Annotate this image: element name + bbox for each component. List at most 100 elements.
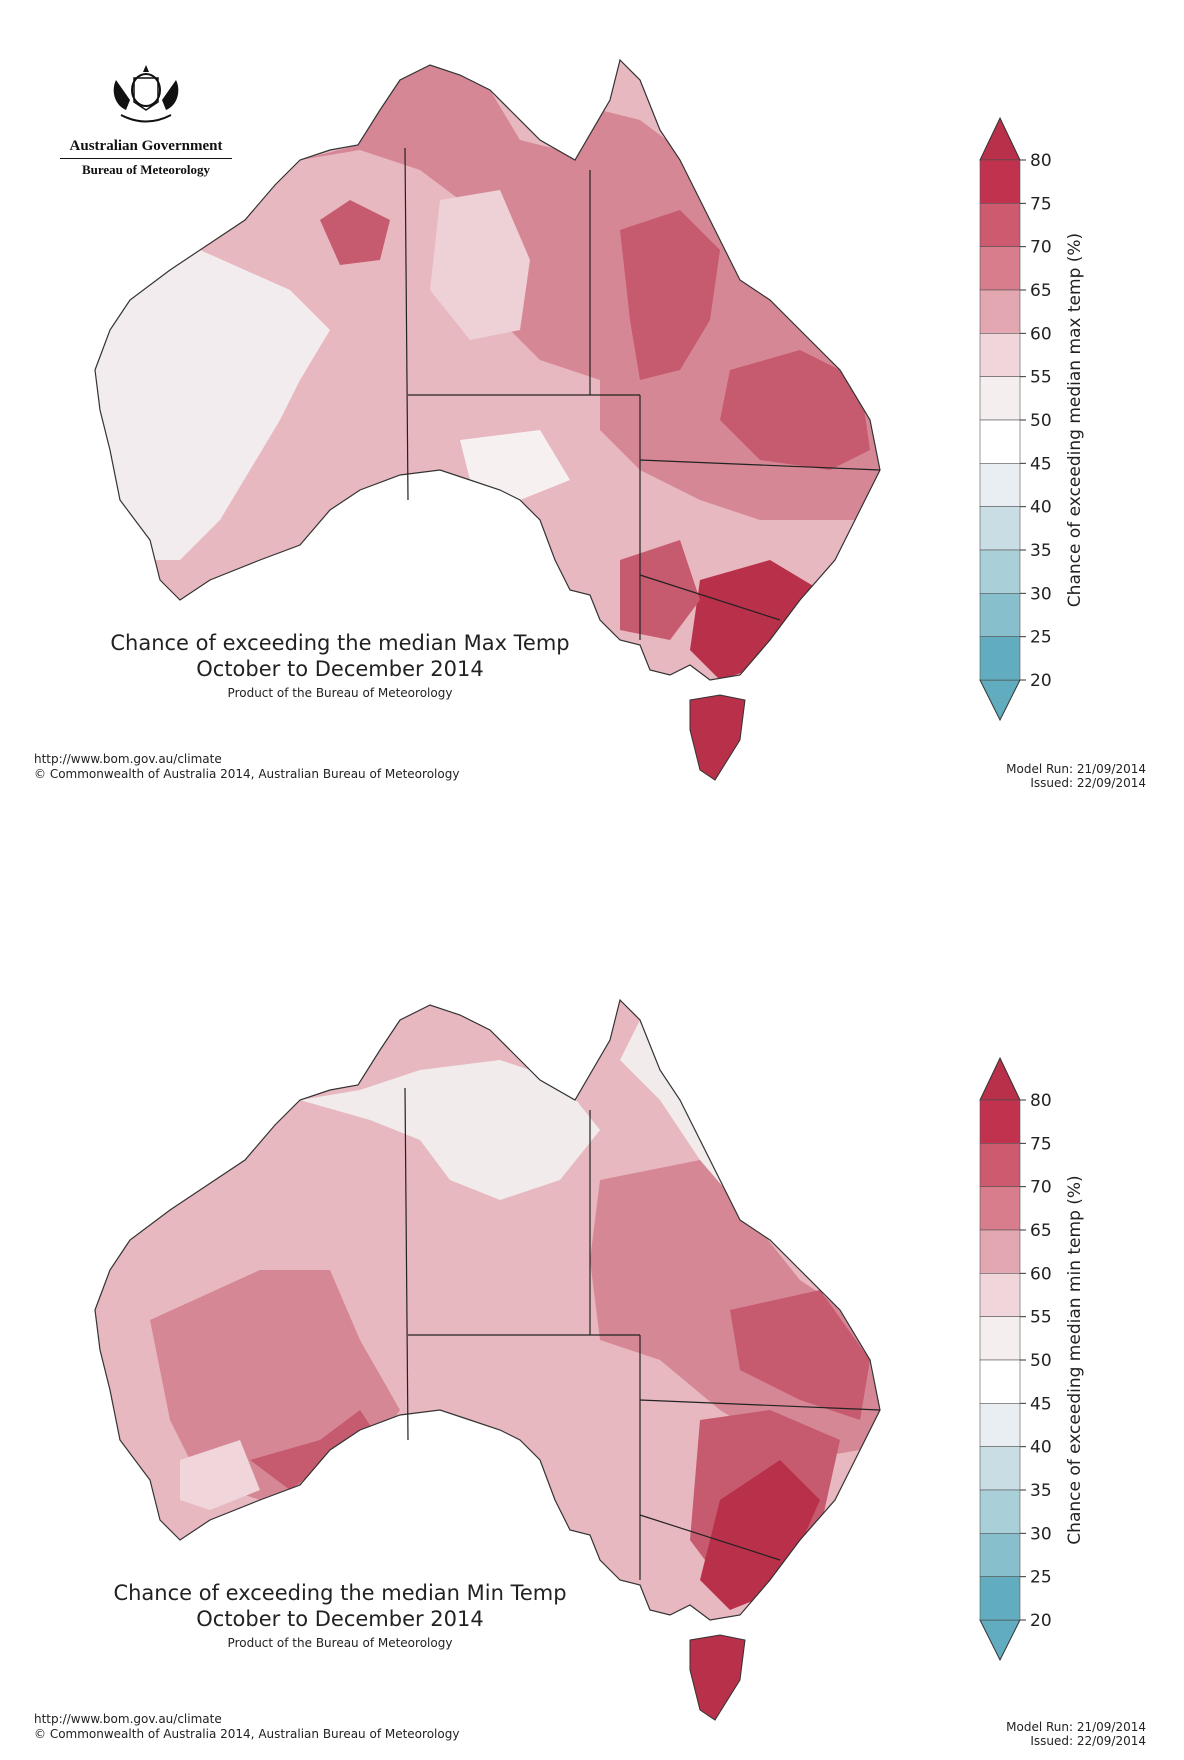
colorbar-tick-label: 75 xyxy=(1030,1134,1052,1154)
colorbar-tick-label: 35 xyxy=(1030,541,1052,561)
colorbar-tick-label: 70 xyxy=(1030,1178,1052,1198)
footer-left: http://www.bom.gov.au/climate © Commonwe… xyxy=(34,1712,459,1742)
colorbar-segment xyxy=(979,1576,1021,1621)
se-band-75-80 xyxy=(690,560,820,680)
colorbar-bottom-arrow xyxy=(979,1619,1021,1662)
colorbar-segment xyxy=(979,159,1021,204)
legend-label: Chance of exceeding median max temp (%) xyxy=(1065,233,1085,607)
colorbar-tick-label: 25 xyxy=(1030,628,1052,648)
colorbar-segment xyxy=(979,1403,1021,1447)
colorbar-segment xyxy=(979,1533,1021,1577)
colorbar-top-arrow xyxy=(979,116,1021,161)
colorbar-ticks: 80 75 70 65 60 55 50 45 40 35 30 25 20 xyxy=(1020,1091,1052,1631)
state-borders xyxy=(404,1087,881,1580)
east-band-70-75 xyxy=(730,1290,870,1420)
central-band-60-65 xyxy=(430,190,530,340)
qld-band-70-75 xyxy=(620,210,720,380)
colorbar-tick-label: 30 xyxy=(1030,1524,1052,1544)
colorbar-tick-label: 75 xyxy=(1030,194,1052,214)
max-temp-map: 80 75 70 65 60 55 50 45 40 35 30 25 20 Chance of exc… xyxy=(94,59,1085,781)
colorbar-segment xyxy=(979,506,1021,551)
colorbar-tick-label: 30 xyxy=(1030,584,1052,604)
colorbar-ticks: 80 75 70 65 60 55 50 45 40 35 30 25 20 xyxy=(1020,151,1052,691)
government-name: Australian Government xyxy=(69,138,223,154)
colorbar xyxy=(979,116,1021,722)
legend-label: Chance of exceeding median min temp (%) xyxy=(1065,1175,1085,1544)
footer-right: Model Run: 21/09/2014 Issued: 22/09/2014 xyxy=(1006,1720,1146,1748)
colorbar-tick-label: 50 xyxy=(1030,411,1052,431)
colorbar-segment xyxy=(979,1316,1021,1361)
colorbar-segment xyxy=(979,1099,1021,1144)
colorbar-tick-label: 65 xyxy=(1030,1221,1052,1241)
max-temp-panel: 80 75 70 65 60 55 50 45 40 35 30 25 20 Chance of exc… xyxy=(0,0,1184,800)
map-caption: Chance of exceeding the median Max Temp … xyxy=(60,630,620,700)
copyright: © Commonwealth of Australia 2014, Austra… xyxy=(34,1727,460,1741)
north-band-55-60 xyxy=(300,1060,600,1200)
colorbar-tick-label: 60 xyxy=(1030,324,1052,344)
sw-band-60-65 xyxy=(180,1440,260,1510)
footer-right: Model Run: 21/09/2014 Issued: 22/09/2014 xyxy=(1006,762,1146,790)
west-band-55-60 xyxy=(95,250,330,560)
kimberley-band-70-75 xyxy=(320,200,390,265)
state-borders xyxy=(404,147,881,640)
bureau-name: Bureau of Meteorology xyxy=(60,158,232,178)
map-period: October to December 2014 xyxy=(196,657,484,681)
colorbar-tick-label: 55 xyxy=(1030,1308,1052,1328)
colorbar-segment xyxy=(979,463,1021,507)
colorbar-segment xyxy=(979,1273,1021,1317)
map-period: October to December 2014 xyxy=(196,1607,484,1631)
bom-logo: Australian Government Bureau of Meteorol… xyxy=(46,60,246,178)
colorbar-segment xyxy=(979,1489,1021,1534)
map-caption: Chance of exceeding the median Min Temp … xyxy=(60,1580,620,1650)
colorbar-segment xyxy=(979,333,1021,377)
colorbar-tick-label: 65 xyxy=(1030,281,1052,301)
colorbar-segment xyxy=(979,1359,1021,1404)
colorbar-tick-label: 35 xyxy=(1030,1481,1052,1501)
colorbar-tick-label: 40 xyxy=(1030,498,1052,518)
map-product: Product of the Bureau of Meteorology xyxy=(227,686,453,700)
colorbar-tick-label: 50 xyxy=(1030,1351,1052,1371)
colorbar-tick-label: 60 xyxy=(1030,1264,1052,1284)
climate-url[interactable]: http://www.bom.gov.au/climate xyxy=(34,1712,222,1726)
copyright: © Commonwealth of Australia 2014, Austra… xyxy=(34,767,460,781)
map-title: Chance of exceeding the median Max Temp xyxy=(110,631,570,655)
colorbar-tick-label: 25 xyxy=(1030,1568,1052,1588)
colorbar-tick-label: 70 xyxy=(1030,238,1052,258)
colorbar-segment xyxy=(979,636,1021,681)
se-band-75-80 xyxy=(700,1460,820,1610)
sa-band-55-60 xyxy=(460,430,570,500)
colorbar-segment xyxy=(979,1186,1021,1231)
sw-band-70-75 xyxy=(250,1410,380,1490)
colorbar-segment xyxy=(979,203,1021,247)
colorbar-tick-label: 20 xyxy=(1030,1611,1052,1631)
model-run: Model Run: 21/09/2014 xyxy=(1006,762,1146,776)
colorbar-tick-label: 80 xyxy=(1030,151,1052,171)
footer-left: http://www.bom.gov.au/climate © Commonwe… xyxy=(34,752,459,782)
colorbar-tick-label: 20 xyxy=(1030,671,1052,691)
colorbar-bottom-arrow xyxy=(979,679,1021,722)
min-temp-panel: 80 75 70 65 60 55 50 45 40 35 30 25 20 Chance of exc… xyxy=(0,940,1184,1748)
east-band-70-75 xyxy=(720,350,870,470)
colorbar-segment xyxy=(979,593,1021,637)
colorbar xyxy=(979,1056,1021,1662)
model-run: Model Run: 21/09/2014 xyxy=(1006,1720,1146,1734)
colorbar-segment xyxy=(979,1446,1021,1491)
colorbar-segment xyxy=(979,376,1021,421)
colorbar-segment xyxy=(979,246,1021,291)
colorbar-top-arrow xyxy=(979,1056,1021,1101)
issued-date: Issued: 22/09/2014 xyxy=(1030,776,1146,790)
colorbar-segment xyxy=(979,1143,1021,1187)
issued-date: Issued: 22/09/2014 xyxy=(1030,1734,1146,1748)
colorbar-segment xyxy=(979,1229,1021,1274)
colorbar-segment xyxy=(979,549,1021,594)
map-product: Product of the Bureau of Meteorology xyxy=(227,1636,453,1650)
colorbar-tick-label: 45 xyxy=(1030,454,1052,474)
map-title: Chance of exceeding the median Min Temp xyxy=(113,1581,567,1605)
colorbar-tick-label: 45 xyxy=(1030,1394,1052,1414)
colorbar-tick-label: 80 xyxy=(1030,1091,1052,1111)
tasmania xyxy=(689,694,746,781)
climate-url[interactable]: http://www.bom.gov.au/climate xyxy=(34,752,222,766)
colorbar-segment xyxy=(979,419,1021,464)
tasmania xyxy=(689,1634,746,1721)
colorbar-tick-label: 40 xyxy=(1030,1438,1052,1458)
